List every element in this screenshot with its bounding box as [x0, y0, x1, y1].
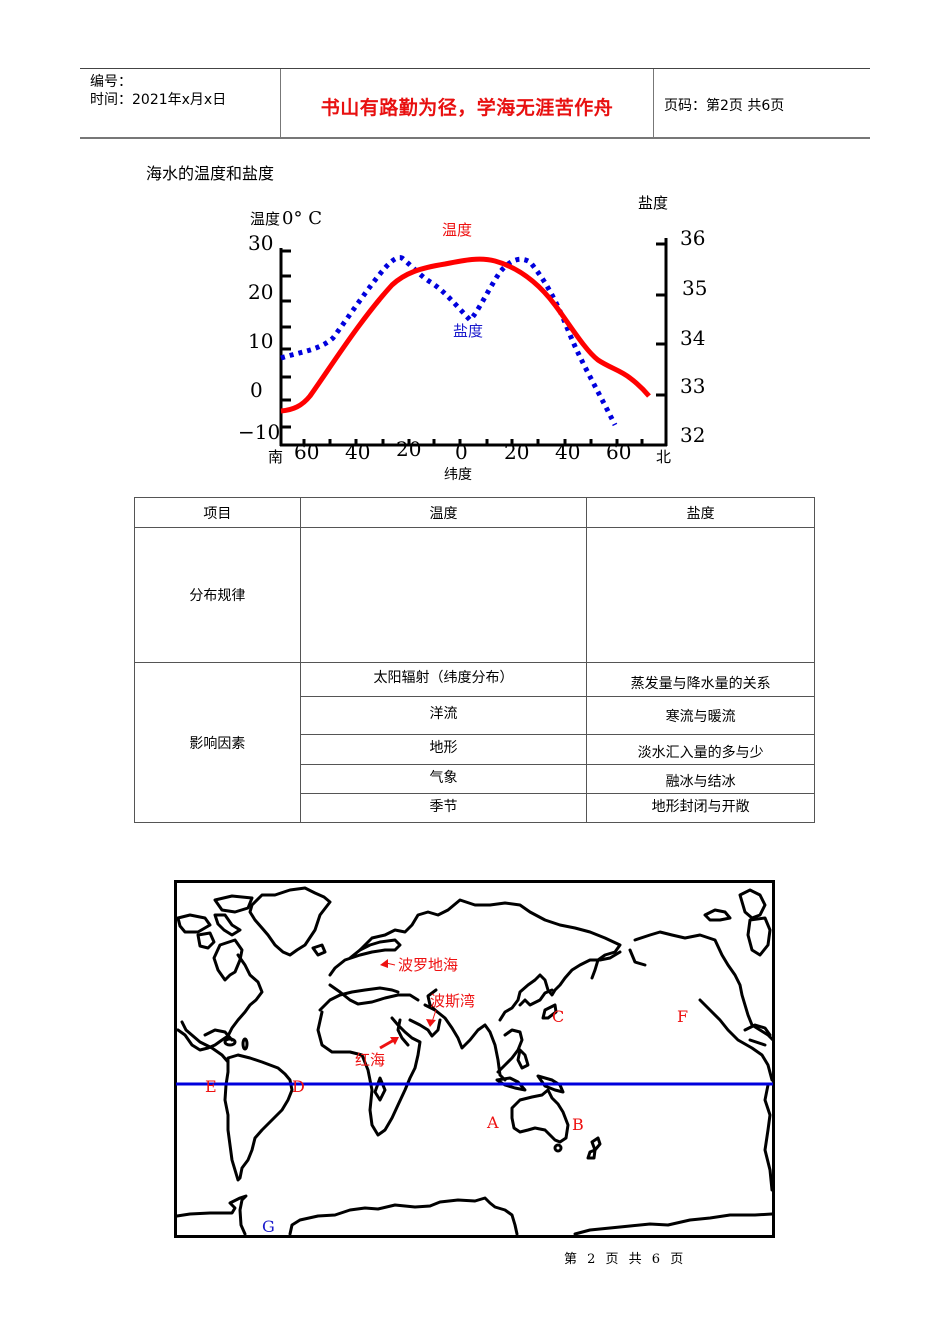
label-F: F — [677, 1007, 688, 1026]
svg-text:20: 20 — [504, 440, 529, 464]
salinity-series-label: 盐度 — [453, 322, 483, 340]
temp-series-label: 温度 — [442, 221, 472, 239]
greenland — [248, 886, 332, 957]
baltic-arrow-icon — [380, 959, 388, 968]
label-D: D — [292, 1077, 305, 1096]
africa — [316, 1010, 422, 1137]
factor-salinity: 寒流与暖流 — [586, 696, 815, 735]
x-axis-ticks — [302, 439, 644, 445]
serial-label: 编号： — [90, 74, 132, 90]
svg-text:32: 32 — [680, 423, 705, 447]
svg-text:35: 35 — [682, 276, 707, 300]
north-label: 北 — [656, 448, 671, 466]
distribution-temperature-cell[interactable] — [299, 527, 588, 663]
svg-text:20: 20 — [248, 280, 273, 304]
factor-salinity: 地形封闭与开敞 — [586, 793, 815, 823]
svg-text:60: 60 — [606, 440, 631, 464]
svg-text:0: 0 — [250, 378, 263, 402]
label-B: B — [572, 1115, 584, 1134]
svg-text:40: 40 — [345, 440, 370, 464]
x-tick-labels: 60 40 20 0 20 40 60 — [294, 437, 631, 464]
factors-label: 影响因素 — [134, 662, 301, 823]
label-C: C — [552, 1007, 564, 1026]
svg-text:36: 36 — [680, 226, 705, 250]
persian-gulf-arrow-icon — [426, 1019, 436, 1027]
map-frame — [174, 880, 775, 1238]
section-title: 海水的温度和盐度 — [146, 164, 275, 183]
south-label: 南 — [268, 448, 283, 466]
factor-temperature: 地形 — [299, 734, 588, 765]
label-persian-gulf: 波斯湾 — [430, 992, 475, 1010]
temperature-line — [280, 256, 651, 414]
label-A: A — [486, 1113, 499, 1132]
svg-text:20: 20 — [396, 437, 421, 461]
svg-text:40: 40 — [555, 440, 580, 464]
header-meta-cell: 编号： 时间：2021年x月x日 — [80, 69, 281, 137]
page-header: 编号： 时间：2021年x月x日 书山有路勤为径，学海无涯苦作舟 页码：第2页 … — [80, 68, 870, 139]
page-number-label: 页码：第2页 共6页 — [664, 98, 785, 114]
factor-salinity: 淡水汇入量的多与少 — [586, 734, 815, 765]
motto: 书山有路勤为径，学海无涯苦作舟 — [320, 97, 614, 119]
map-labels: 波罗地海 波斯湾 红海 E D A B C F G — [205, 956, 688, 1236]
red-sea-arrow-icon — [390, 1037, 399, 1045]
south-america — [223, 1053, 294, 1182]
svg-text:33: 33 — [680, 374, 705, 398]
table-row: 季节 地形封闭与开敞 — [135, 793, 815, 823]
svg-text:0: 0 — [455, 440, 468, 464]
left-tick-labels: 30 20 10 0 −10 — [238, 231, 280, 444]
factor-temperature: 季节 — [299, 793, 588, 823]
map-arrows — [379, 959, 437, 1050]
left-axis-ticks — [281, 249, 291, 429]
right-axis-title: 盐度 — [638, 194, 668, 212]
australia — [510, 1088, 570, 1144]
header-motto-cell: 书山有路勤为径，学海无涯苦作舟 — [281, 69, 654, 137]
right-tick-labels: 36 35 34 33 32 — [680, 226, 707, 447]
x-axis-title: 纬度 — [444, 467, 472, 483]
label-baltic: 波罗地海 — [398, 956, 458, 974]
table-row: 地形 淡水汇入量的多与少 — [135, 734, 815, 765]
world-map: 波罗地海 波斯湾 红海 E D A B C F G — [174, 880, 775, 1238]
table-row-distribution: 分布规律 — [134, 527, 815, 663]
label-red-sea: 红海 — [355, 1051, 385, 1069]
temperature-salinity-chart: 温度 0° C 盐度 温度 盐度 30 20 10 0 −10 36 35 34 … — [238, 194, 707, 483]
svg-text:−10: −10 — [238, 420, 280, 444]
svg-text:60: 60 — [294, 440, 319, 464]
coastlines — [175, 886, 775, 1236]
table-row: 洋流 寒流与暖流 — [135, 696, 815, 735]
page-footer: 第 2 页 共 6 页 — [564, 1252, 687, 1267]
summary-table: 项目 温度 盐度 分布规律 影响因素 太阳辐射（纬度分布） 蒸发量与降水量的关系… — [134, 497, 815, 823]
svg-text:34: 34 — [680, 326, 705, 350]
distribution-label: 分布规律 — [134, 527, 301, 663]
label-E: E — [205, 1077, 217, 1096]
right-axis-ticks — [656, 242, 666, 397]
svg-text:10: 10 — [248, 329, 273, 353]
header-page-cell: 页码：第2页 共6页 — [654, 69, 870, 137]
left-axis-title: 温度 0° C — [250, 208, 322, 229]
date-label: 时间：2021年x月x日 — [90, 92, 227, 108]
factor-salinity: 融冰与结冰 — [586, 764, 815, 794]
label-G: G — [262, 1217, 275, 1236]
svg-text:30: 30 — [248, 231, 273, 255]
header-temperature: 温度 — [299, 497, 588, 528]
